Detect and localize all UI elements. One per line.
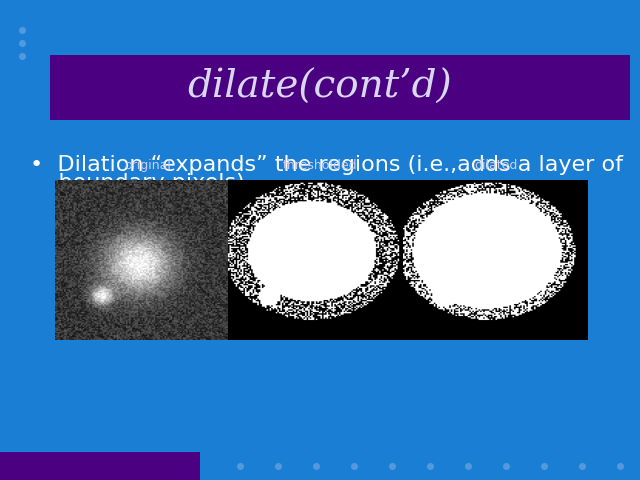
FancyBboxPatch shape <box>0 452 200 480</box>
Text: thresholded: thresholded <box>283 159 358 172</box>
Text: •  Dilation “expands” the regions (i.e.,adds a layer of: • Dilation “expands” the regions (i.e.,a… <box>30 155 623 175</box>
Text: dilate(cont’d): dilate(cont’d) <box>188 69 452 106</box>
FancyBboxPatch shape <box>50 55 630 120</box>
Text: boundary pixels): boundary pixels) <box>30 173 244 193</box>
Text: original: original <box>124 159 171 172</box>
Text: dilated: dilated <box>474 159 517 172</box>
